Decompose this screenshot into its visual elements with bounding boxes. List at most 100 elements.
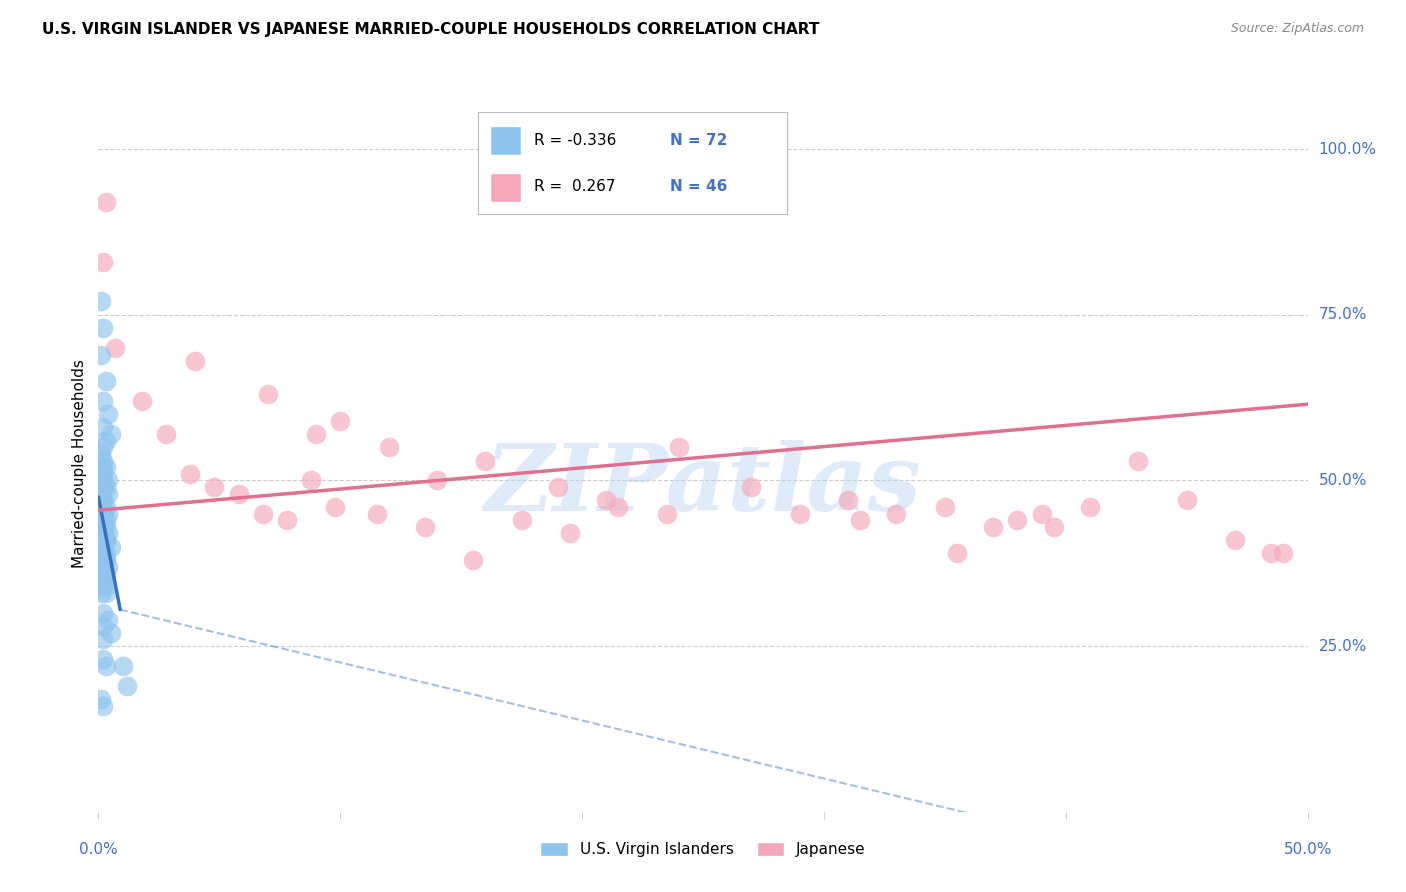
Point [184,354,207,368]
Point [90,586,112,600]
Point [413,520,436,534]
Point [366,507,388,521]
Point [1031,507,1053,521]
Point [90,467,112,481]
Point [1128,453,1150,467]
Point [94,195,117,210]
Text: N = 72: N = 72 [669,133,727,148]
Point [91,566,114,581]
Point [91,520,114,534]
Point [1223,533,1246,547]
Point [655,507,678,521]
Point [204,480,226,494]
Point [91,420,114,434]
Text: 75.0%: 75.0% [1319,307,1367,322]
Point [91,493,114,508]
Point [91,507,114,521]
Point [94,460,117,475]
Point [91,453,114,467]
Point [1007,513,1029,527]
Point [90,533,112,547]
Point [131,393,153,408]
Point [325,500,347,514]
Point [97,407,120,421]
Point [91,579,114,593]
Point [305,427,328,442]
Point [90,294,112,309]
Point [94,520,117,534]
Text: 50.0%: 50.0% [1319,473,1367,488]
Point [91,526,114,541]
Point [837,493,859,508]
Point [789,507,811,521]
Point [474,453,496,467]
Point [91,460,114,475]
Point [91,507,114,521]
Point [91,474,114,488]
Point [91,540,114,554]
Point [94,434,117,448]
Text: R = -0.336: R = -0.336 [534,133,616,148]
Legend: U.S. Virgin Islanders, Japanese: U.S. Virgin Islanders, Japanese [534,836,872,863]
FancyBboxPatch shape [491,126,522,154]
Point [111,659,134,673]
Point [377,440,399,454]
Point [1260,546,1282,560]
Point [90,500,112,514]
Point [91,540,114,554]
Point [90,513,112,527]
Point [97,474,120,488]
Point [94,586,117,600]
Point [94,553,117,567]
Point [97,486,120,500]
Text: Source: ZipAtlas.com: Source: ZipAtlas.com [1230,22,1364,36]
Point [91,254,114,268]
FancyBboxPatch shape [491,173,522,202]
Point [91,393,114,408]
Point [256,387,278,401]
Point [252,507,274,521]
Point [547,480,569,494]
Point [1175,493,1198,508]
Point [94,553,117,567]
Point [94,480,117,494]
Point [1078,500,1101,514]
Point [179,467,201,481]
Point [97,526,120,541]
Y-axis label: Married-couple Households: Married-couple Households [72,359,87,568]
Point [104,341,127,355]
Point [90,566,112,581]
Point [91,698,114,713]
Point [91,480,114,494]
Point [91,619,114,633]
Point [91,493,114,508]
Point [94,566,117,581]
Point [607,500,630,514]
Point [981,520,1004,534]
Point [90,486,112,500]
Point [91,573,114,587]
Point [100,625,122,640]
Text: 25.0%: 25.0% [1319,639,1367,654]
Point [100,540,122,554]
Point [668,440,690,454]
Point [94,533,117,547]
Point [94,533,117,547]
Text: 100.0%: 100.0% [1319,142,1376,157]
Point [1042,520,1064,534]
Point [94,659,117,673]
Point [90,692,112,706]
Point [91,606,114,620]
Point [91,632,114,647]
Point [510,513,533,527]
Point [1272,546,1295,560]
Text: ZIPatlas: ZIPatlas [485,440,921,530]
Point [91,546,114,560]
Point [329,414,352,428]
Point [91,321,114,335]
Point [91,652,114,666]
Point [94,374,117,388]
Point [91,467,114,481]
Point [94,546,117,560]
Point [463,553,485,567]
